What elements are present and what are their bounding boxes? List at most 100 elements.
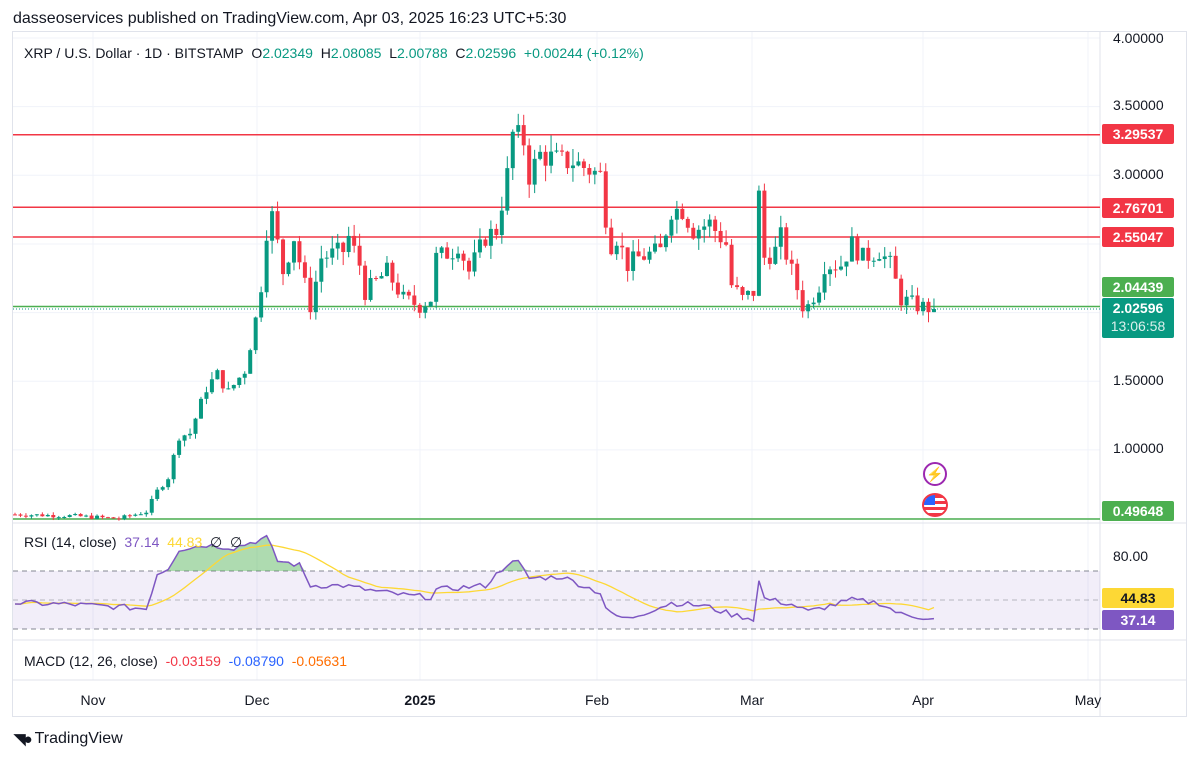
rsi-overbought-fill	[15, 535, 934, 571]
candle-body	[483, 239, 488, 246]
candle-body	[625, 247, 630, 271]
candle-body	[904, 296, 909, 306]
candle-body	[702, 226, 707, 230]
candle-body	[368, 278, 373, 300]
candle-body	[384, 262, 389, 277]
candle-body	[910, 295, 915, 297]
open-value: 2.02349	[262, 45, 313, 61]
candle-body	[144, 512, 149, 515]
candle-body	[116, 518, 121, 520]
candle-body	[434, 252, 439, 302]
candle-body	[105, 517, 110, 519]
symbol-legend: XRP / U.S. Dollar · 1D · BITSTAMP O2.023…	[24, 45, 644, 61]
candle-body	[352, 235, 357, 246]
candle-body	[921, 301, 926, 312]
candle-body	[188, 433, 193, 436]
candle-body	[713, 219, 718, 231]
candle-body	[248, 350, 253, 374]
rsi-tag: 37.14	[1102, 610, 1174, 630]
us-flag-event-icon[interactable]	[922, 493, 948, 517]
candle-body	[609, 227, 614, 255]
candle-body	[614, 245, 619, 255]
level-tag: 2.55047	[1102, 227, 1174, 247]
candle-body	[133, 514, 138, 516]
chart-frame[interactable]	[12, 31, 1187, 717]
candle-body	[488, 228, 493, 246]
macd-title[interactable]: MACD (12, 26, close)	[24, 653, 158, 669]
candle-body	[138, 514, 143, 516]
candle-body	[204, 392, 209, 399]
last-price-tag: 2.02596 13:06:58	[1102, 298, 1174, 338]
candle-body	[363, 265, 368, 300]
flash-event-icon[interactable]: ⚡	[923, 462, 947, 486]
candle-body	[62, 517, 67, 519]
candle-body	[467, 260, 472, 272]
candle-body	[335, 242, 340, 249]
candle-body	[587, 168, 592, 175]
candle-body	[456, 253, 461, 259]
candle-body	[95, 515, 100, 519]
candle-body	[23, 515, 28, 517]
symbol-name[interactable]: XRP / U.S. Dollar · 1D · BITSTAMP	[24, 45, 244, 61]
rsi-title[interactable]: RSI (14, close)	[24, 534, 117, 550]
candle-body	[860, 247, 865, 261]
candle-body	[313, 281, 318, 313]
candle-body	[576, 161, 581, 166]
candle-body	[855, 236, 860, 261]
candle-body	[899, 278, 904, 306]
time-tick: Mar	[739, 692, 765, 708]
candle-body	[171, 454, 176, 480]
candle-body	[516, 125, 521, 132]
candle-body	[833, 269, 838, 271]
candle-body	[308, 277, 313, 313]
macd-value: -0.03159	[165, 653, 221, 669]
candle-body	[647, 251, 652, 260]
close-label: C	[455, 45, 466, 61]
rsi-ma-line	[14, 544, 935, 613]
candle-body	[100, 515, 105, 518]
candle-body	[319, 258, 324, 282]
candle-body	[445, 247, 450, 259]
candle-body	[275, 211, 280, 240]
candle-body	[29, 515, 34, 517]
candle-body	[477, 239, 482, 253]
candle-body	[226, 388, 231, 390]
candle-body	[685, 218, 690, 228]
high-value: 2.08085	[330, 45, 382, 61]
candle-body	[538, 151, 543, 159]
candle-body	[209, 379, 214, 393]
candle-body	[560, 150, 564, 152]
candle-body	[620, 245, 625, 248]
time-tick: May	[1074, 692, 1102, 708]
candle-body	[13, 514, 17, 516]
candle-body	[198, 398, 203, 419]
close-value: 2.02596	[465, 45, 517, 61]
candle-body	[253, 317, 258, 351]
price-tick: 1.50000	[1113, 372, 1164, 388]
candle-body	[302, 262, 307, 278]
candle-body	[636, 251, 641, 257]
candle-body	[439, 247, 444, 253]
candle-body	[817, 292, 822, 303]
price-tick: 3.50000	[1113, 97, 1164, 113]
candle-body	[652, 243, 657, 252]
candle-body	[291, 241, 296, 263]
countdown: 13:06:58	[1110, 318, 1166, 334]
candle-body	[401, 291, 406, 295]
candle-body	[379, 276, 384, 279]
candle-body	[669, 219, 674, 236]
candle-body	[784, 227, 789, 260]
tradingview-logo[interactable]: ◥● TradingView	[14, 730, 123, 748]
level-tag: 3.29537	[1102, 124, 1174, 144]
candle-body	[631, 251, 636, 271]
open-label: O	[251, 45, 263, 61]
candle-body	[570, 165, 575, 169]
candle-body	[494, 228, 499, 236]
candle-body	[182, 435, 187, 441]
rsi-value: 37.14	[124, 534, 160, 550]
level-tag: 0.49648	[1102, 501, 1174, 521]
candle-body	[264, 240, 269, 293]
candle-body	[510, 131, 515, 169]
candle-body	[374, 278, 379, 280]
